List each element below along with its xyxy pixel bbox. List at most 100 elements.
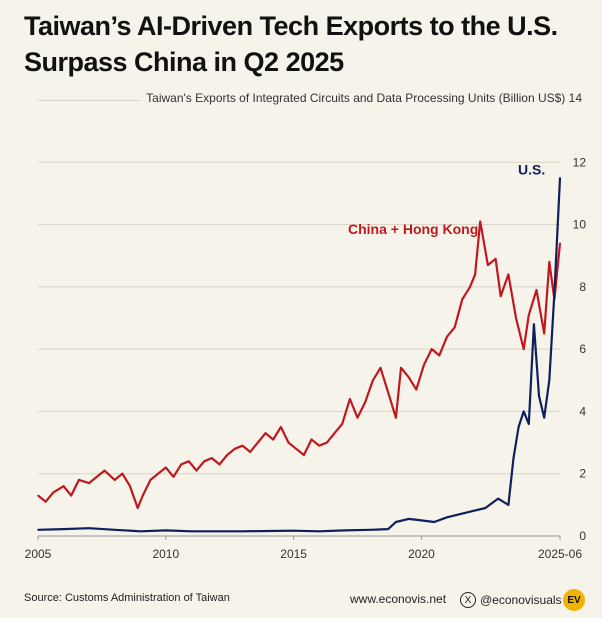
china-data-point <box>44 500 47 503</box>
china-data-point <box>136 507 139 509</box>
china-data-point <box>226 454 228 456</box>
china-data-point <box>310 438 313 441</box>
x-logo-icon: X <box>460 592 476 608</box>
us-data-point <box>517 426 520 428</box>
china-data-point <box>522 348 525 350</box>
china-data-point <box>507 273 510 276</box>
y-tick-label-top: 14 <box>568 91 582 105</box>
x-tick-label: 2015 <box>280 547 307 561</box>
us-data-point <box>343 529 346 532</box>
us-data-point <box>113 528 116 531</box>
china-data-point <box>149 479 152 481</box>
china-data-point <box>113 479 116 481</box>
us-data-point <box>538 395 540 397</box>
us-data-point <box>548 379 551 382</box>
china-data-point <box>257 441 259 444</box>
us-data-point <box>407 518 410 520</box>
x-tick-label: 2005 <box>25 547 52 561</box>
y-tick-label: 8 <box>579 280 586 294</box>
y-tick-label: 2 <box>579 467 586 481</box>
china-data-point <box>52 491 55 494</box>
china-data-point <box>318 444 320 447</box>
us-data-point <box>318 530 320 533</box>
us-data-point <box>267 530 269 532</box>
china-data-point <box>333 432 336 435</box>
china-data-point <box>218 463 221 466</box>
y-tick-label: 4 <box>579 404 586 418</box>
us-data-point <box>559 177 561 179</box>
china-data-point <box>249 451 251 453</box>
china-data-point <box>103 469 106 472</box>
us-data-point <box>369 528 372 531</box>
china-data-point <box>430 348 433 350</box>
econovis-logo: EV <box>563 589 585 611</box>
china-data-point <box>400 367 402 369</box>
china-data-point <box>515 317 517 319</box>
us-series-label: U.S. <box>518 162 545 178</box>
china-data-point <box>499 295 502 298</box>
china-data-point <box>70 494 73 497</box>
title-line-2: Surpass China in Q2 2025 <box>24 47 344 77</box>
social-handle[interactable]: X @econovisuals <box>460 592 562 608</box>
us-data-point <box>528 423 530 425</box>
china-data-point <box>453 326 456 329</box>
title-line-1: Taiwan’s AI-Driven Tech Exports to the U… <box>24 11 558 41</box>
us-data-point <box>497 497 499 500</box>
china-data-point <box>172 476 175 478</box>
us-data-point <box>458 513 461 515</box>
us-data-point <box>512 457 515 459</box>
china-data-point <box>95 476 98 478</box>
china-data-point <box>415 388 418 391</box>
china-data-point <box>474 273 476 276</box>
china-data-point <box>129 485 131 487</box>
us-data-point <box>420 519 423 522</box>
source-note: Source: Customs Administration of Taiwan <box>24 592 230 604</box>
china-data-point <box>379 367 382 369</box>
us-data-point <box>88 527 90 530</box>
chart-title: Taiwan’s AI-Driven Tech Exports to the U… <box>24 8 558 80</box>
china-data-point <box>349 398 351 400</box>
china-data-point <box>195 469 198 472</box>
china-data-point <box>387 391 390 394</box>
china-data-point <box>407 376 410 378</box>
china-data-point <box>241 444 244 447</box>
china-data-point <box>528 314 530 316</box>
china-data-point <box>180 463 182 466</box>
us-data-point <box>433 521 436 523</box>
china-data-point <box>356 416 359 419</box>
us-data-point <box>522 410 525 413</box>
social-handle-text: @econovisuals <box>480 593 562 607</box>
china-data-point <box>494 258 497 260</box>
website-link[interactable]: www.econovis.net <box>350 592 447 606</box>
china-data-point <box>142 494 144 497</box>
us-data-point <box>387 528 390 530</box>
china-data-point <box>469 286 471 288</box>
china-data-point <box>535 289 538 291</box>
china-data-point <box>372 379 374 382</box>
china-data-point <box>423 363 425 366</box>
us-data-point <box>216 530 218 533</box>
us-data-point <box>241 530 244 533</box>
china-data-point <box>548 261 551 263</box>
china-data-point <box>88 482 90 484</box>
china-data-point <box>211 457 213 459</box>
us-data-point <box>165 529 167 532</box>
china-data-point <box>234 448 236 450</box>
china-data-point <box>165 466 167 469</box>
china-data-point <box>37 494 39 497</box>
us-data-point <box>543 416 545 419</box>
china-data-point <box>461 298 464 301</box>
us-data-point <box>37 528 39 531</box>
y-tick-label: 6 <box>579 342 586 356</box>
china-series-label: China + Hong Kong <box>348 221 478 237</box>
x-tick-label: 2025-06 <box>538 547 582 561</box>
china-data-point <box>188 460 190 463</box>
line-chart: 0 2 4 6 8 10 12 2005 2010 2015 2020 2025-06 U.S. Chin… <box>25 155 587 561</box>
y-axis-label-text: Taiwan's Exports of Integrated Circuits … <box>146 91 566 105</box>
china-data-point <box>341 423 344 425</box>
china-data-point <box>157 472 159 475</box>
y-tick-label: 0 <box>579 529 586 543</box>
x-tick-label: 2020 <box>408 547 435 561</box>
china-data-point <box>479 220 482 223</box>
china-data-point <box>121 472 124 475</box>
